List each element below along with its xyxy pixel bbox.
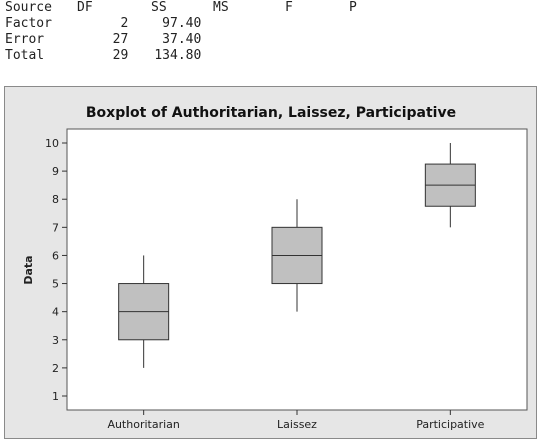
anova-header-ss: SS — [151, 0, 167, 15]
anova-header-p: P — [349, 0, 357, 15]
y-tick-label: 10 — [45, 137, 59, 150]
anova-df: 29 — [112, 48, 129, 63]
y-tick-label: 2 — [52, 362, 59, 375]
anova-ss: 134.80 — [154, 48, 202, 63]
y-tick-label: 7 — [52, 221, 59, 234]
anova-source: Factor — [5, 16, 52, 31]
y-tick-label: 5 — [52, 278, 59, 291]
anova-row-factor: Factor 2 97.40 — [5, 16, 201, 32]
anova-header-f: F — [285, 0, 293, 15]
y-tick-label: 1 — [52, 390, 59, 403]
y-tick-label: 8 — [52, 193, 59, 206]
y-tick-label: 3 — [52, 334, 59, 347]
anova-table: Source DF SS MS F P Factor 2 97.40 Error… — [5, 0, 357, 64]
anova-header-source: Source — [5, 0, 52, 15]
x-tick-label: Authoritarian — [107, 418, 179, 431]
x-tick-label: Participative — [416, 418, 484, 431]
y-tick-label: 6 — [52, 249, 59, 262]
y-tick-label: 4 — [52, 306, 59, 319]
chart-frame: Boxplot of Authoritarian, Laissez, Parti… — [4, 86, 537, 439]
anova-source: Total — [5, 48, 45, 63]
y-axis-label: Data — [22, 255, 35, 284]
anova-df: 2 — [120, 16, 129, 31]
y-tick-label: 9 — [52, 165, 59, 178]
x-tick-label: Laissez — [277, 418, 317, 431]
anova-header-ms: MS — [213, 0, 229, 15]
anova-ss: 97.40 — [162, 16, 202, 31]
anova-df: 27 — [112, 32, 129, 47]
chart-marks: 1 2 3 4 5 6 7 8 9 10 Authoritarian Laissez Participa… — [45, 137, 485, 431]
anova-source: Error — [5, 32, 45, 47]
anova-row-error: Error 27 37.40 — [5, 32, 201, 48]
anova-row-total: Total 29 134.80 — [5, 48, 201, 64]
boxplot-chart: Boxplot of Authoritarian, Laissez, Parti… — [22, 105, 528, 431]
anova-header-df: DF — [77, 0, 93, 15]
chart-title: Boxplot of Authoritarian, Laissez, Parti… — [86, 105, 456, 121]
anova-ss: 37.40 — [162, 32, 202, 47]
anova-header-row: Source DF SS MS F P — [5, 0, 357, 16]
